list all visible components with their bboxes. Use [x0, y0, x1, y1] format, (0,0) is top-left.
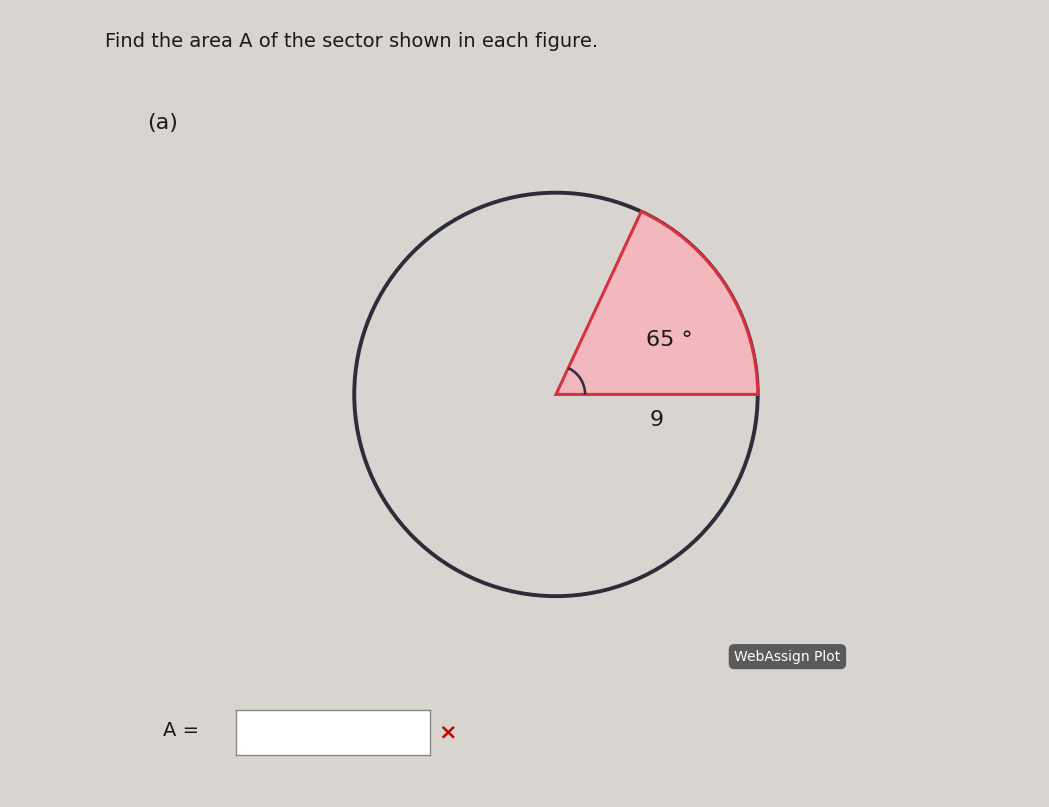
Text: ×: × — [438, 723, 457, 742]
Text: 9: 9 — [649, 410, 664, 430]
Wedge shape — [556, 211, 757, 395]
Text: 65 °: 65 ° — [645, 330, 692, 350]
Text: Find the area A of the sector shown in each figure.: Find the area A of the sector shown in e… — [105, 32, 598, 52]
Text: WebAssign Plot: WebAssign Plot — [734, 650, 840, 663]
Text: A =: A = — [163, 721, 198, 740]
Text: (a): (a) — [147, 113, 177, 133]
